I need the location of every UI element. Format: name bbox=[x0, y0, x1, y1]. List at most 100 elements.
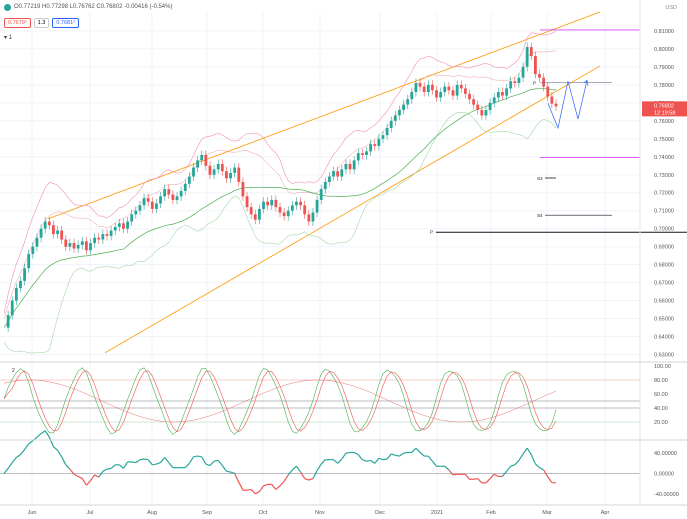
momentum-segment bbox=[501, 470, 508, 477]
candle-body bbox=[6, 315, 10, 328]
momentum-segment bbox=[411, 447, 417, 453]
candle-body bbox=[72, 243, 76, 249]
candle-body bbox=[435, 90, 438, 98]
pivot-levels[interactable]: P S3 S4 P bbox=[430, 29, 687, 234]
candle-body bbox=[68, 243, 72, 247]
candle-body bbox=[398, 110, 401, 116]
candle-body bbox=[538, 74, 541, 78]
candle-body bbox=[505, 88, 508, 96]
momentum-segment bbox=[395, 454, 400, 457]
price-tick-label: 0.81000 bbox=[654, 29, 674, 35]
candle-body bbox=[142, 198, 146, 206]
momentum-segment bbox=[374, 457, 380, 464]
momentum-segment bbox=[110, 464, 116, 469]
momentum-segment bbox=[473, 477, 478, 480]
candle-body bbox=[183, 183, 187, 191]
candle-body bbox=[229, 172, 232, 179]
stoch-tick-label: 40.00 bbox=[654, 406, 668, 412]
currency-label: USD bbox=[665, 5, 677, 11]
time-tick-label: Oct bbox=[259, 510, 268, 516]
trend-channel[interactable] bbox=[47, 11, 601, 354]
candle-body bbox=[410, 92, 414, 100]
candle-body bbox=[369, 144, 373, 152]
momentum-segment bbox=[431, 460, 438, 467]
candle-body bbox=[204, 154, 208, 166]
candle-body bbox=[455, 84, 459, 96]
candle-body bbox=[385, 128, 389, 136]
momentum-segment bbox=[44, 430, 50, 438]
candle-body bbox=[105, 234, 109, 236]
symbol-icon[interactable] bbox=[4, 4, 11, 11]
momentum-segment bbox=[73, 473, 79, 477]
momentum-segment bbox=[419, 452, 425, 457]
candle-body bbox=[509, 81, 513, 89]
time-tick-label: Sep bbox=[202, 510, 212, 516]
candle-body bbox=[381, 135, 385, 139]
candle-body bbox=[290, 205, 294, 211]
momentum-segment bbox=[201, 456, 207, 465]
sell-price-badge[interactable]: 0.7679² bbox=[4, 18, 31, 28]
momentum-segment bbox=[514, 460, 520, 466]
momentum-tick-label: 40.00000 bbox=[654, 451, 677, 457]
momentum-segment bbox=[57, 449, 63, 458]
momentum-segment bbox=[98, 470, 104, 478]
candle-body bbox=[266, 201, 270, 206]
momentum-segment bbox=[164, 457, 170, 463]
candle-body bbox=[270, 199, 274, 206]
pivot-label: S4 bbox=[537, 213, 543, 218]
momentum-segment bbox=[81, 478, 87, 486]
momentum-tick-label: -40.00000 bbox=[654, 492, 679, 498]
momentum-segment bbox=[279, 481, 285, 487]
momentum-segment bbox=[250, 489, 256, 495]
candle-body bbox=[19, 280, 22, 289]
candle-body bbox=[196, 160, 200, 168]
price-tick-label: 0.66000 bbox=[654, 299, 674, 305]
buy-price-badge[interactable]: 0.7681² bbox=[52, 18, 79, 28]
candle-body bbox=[319, 189, 323, 200]
candle-body bbox=[122, 223, 125, 229]
momentum-segment bbox=[295, 465, 302, 473]
momentum-segment bbox=[415, 447, 421, 453]
candle-body bbox=[262, 201, 265, 209]
momentum-segment bbox=[308, 478, 314, 481]
candle-body bbox=[93, 237, 97, 244]
momentum-segment bbox=[209, 460, 215, 466]
candle-body bbox=[155, 203, 158, 209]
momentum-segment bbox=[85, 480, 91, 486]
momentum-segment bbox=[362, 459, 367, 462]
timeframe-label[interactable]: ▾ 1 bbox=[4, 35, 13, 41]
candle-body bbox=[274, 199, 278, 208]
momentum-segment bbox=[291, 465, 297, 471]
projection-arrowhead bbox=[583, 79, 589, 86]
momentum-segment bbox=[168, 462, 174, 469]
momentum-segment bbox=[61, 456, 67, 466]
candle-body bbox=[225, 171, 228, 179]
candle-body bbox=[315, 199, 319, 213]
momentum-segment bbox=[357, 454, 363, 461]
momentum-segment bbox=[345, 451, 351, 454]
momentum-segment bbox=[382, 458, 388, 461]
candle-body bbox=[377, 138, 381, 146]
price-tick-label: 0.64000 bbox=[654, 335, 674, 341]
momentum-segment bbox=[258, 485, 265, 492]
bollinger-bands bbox=[3, 31, 557, 354]
momentum-segment bbox=[522, 447, 528, 455]
time-tick-label: Jul bbox=[86, 510, 93, 516]
candle-body bbox=[447, 86, 451, 91]
candle-body bbox=[179, 190, 183, 197]
candle-body bbox=[534, 56, 537, 75]
momentum-segment bbox=[131, 461, 136, 464]
candle-body bbox=[14, 288, 18, 301]
projection-path[interactable] bbox=[547, 79, 589, 130]
momentum-segment bbox=[444, 465, 450, 471]
candle-body bbox=[146, 198, 150, 202]
momentum-segment bbox=[485, 478, 491, 484]
momentum-segment bbox=[106, 467, 112, 470]
stoch-tick-label: 20.00 bbox=[654, 420, 668, 426]
momentum-segment bbox=[535, 463, 540, 469]
stoch-tick-label: 60.00 bbox=[654, 392, 668, 398]
momentum-segment bbox=[399, 452, 404, 457]
price-tick-label: 0.78000 bbox=[654, 83, 674, 89]
momentum-segment bbox=[139, 458, 145, 461]
